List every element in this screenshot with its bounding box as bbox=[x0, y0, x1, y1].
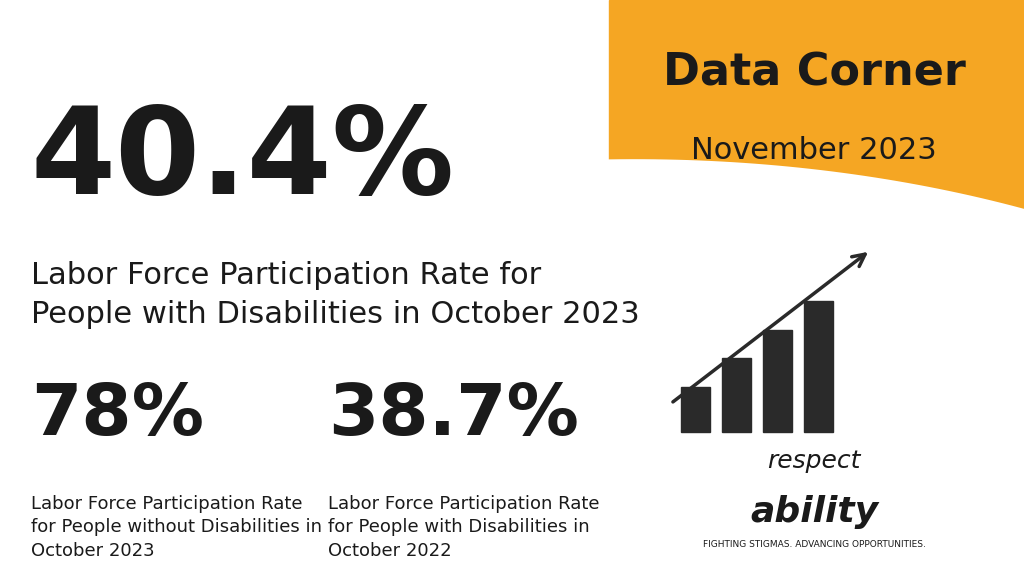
Text: 40.4%: 40.4% bbox=[31, 103, 455, 219]
Text: FIGHTING STIGMAS. ADVANCING OPPORTUNITIES.: FIGHTING STIGMAS. ADVANCING OPPORTUNITIE… bbox=[702, 540, 926, 549]
PathPatch shape bbox=[0, 159, 1024, 576]
Bar bbox=[804, 301, 833, 432]
Text: Data Corner: Data Corner bbox=[663, 51, 966, 94]
Text: 78%: 78% bbox=[31, 381, 204, 450]
Text: Labor Force Participation Rate
for People without Disabilities in
October 2023: Labor Force Participation Rate for Peopl… bbox=[31, 495, 322, 560]
Bar bbox=[722, 358, 751, 432]
Text: ability: ability bbox=[750, 495, 879, 529]
Text: 38.7%: 38.7% bbox=[328, 381, 579, 450]
Bar bbox=[763, 329, 792, 432]
Text: Labor Force Participation Rate for
People with Disabilities in October 2023: Labor Force Participation Rate for Peopl… bbox=[31, 262, 639, 329]
Text: Labor Force Participation Rate
for People with Disabilities in
October 2022: Labor Force Participation Rate for Peopl… bbox=[328, 495, 599, 560]
Text: respect: respect bbox=[767, 449, 861, 473]
Text: November 2023: November 2023 bbox=[691, 137, 937, 165]
Bar bbox=[681, 386, 710, 432]
Bar bbox=[609, 0, 1024, 569]
